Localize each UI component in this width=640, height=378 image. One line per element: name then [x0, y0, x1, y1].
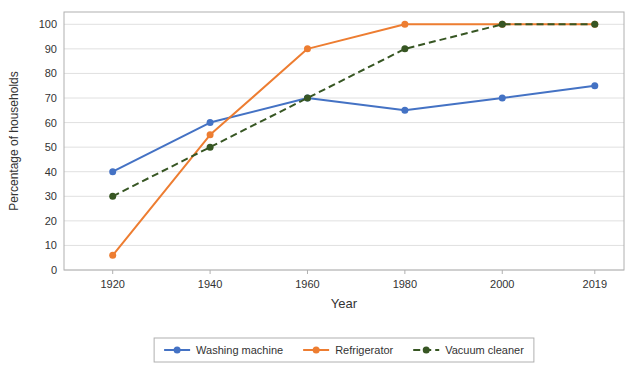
legend-item: Vacuum cleaner [413, 344, 524, 356]
legend-label: Washing machine [196, 344, 283, 356]
legend-marker [313, 347, 320, 354]
y-tick-label: 40 [45, 166, 57, 178]
x-tick [594, 270, 595, 274]
grid-line [64, 122, 624, 123]
legend-marker [423, 347, 430, 354]
series-marker [304, 95, 311, 102]
x-tick [210, 270, 211, 274]
x-tick-label: 2019 [583, 278, 607, 290]
series-marker [499, 95, 506, 102]
series-marker [401, 21, 408, 28]
series-marker [109, 252, 116, 259]
legend-marker [174, 347, 181, 354]
legend-label: Refrigerator [335, 344, 393, 356]
x-tick [502, 270, 503, 274]
series-marker [304, 95, 311, 102]
legend-item: Washing machine [164, 344, 283, 356]
x-axis-label: Year [331, 296, 358, 311]
legend: Washing machine Refrigerator Vacuum cleane… [154, 338, 534, 362]
y-tick-label: 20 [45, 215, 57, 227]
grid-line [64, 196, 624, 197]
series-marker [401, 107, 408, 114]
chart: 0 10 20 30 40 50 60 70 80 90 100 1920 1940 1960 1980 20… [0, 0, 640, 378]
series-marker [499, 21, 506, 28]
y-axis-label: Percentage of households [7, 71, 21, 210]
series-marker [109, 193, 116, 200]
x-tick-label: 1940 [198, 278, 222, 290]
y-axis: 0 10 20 30 40 50 60 70 80 90 100 [39, 18, 624, 276]
grid-line [64, 98, 624, 99]
series-marker [499, 21, 506, 28]
series-line [113, 24, 595, 196]
grid-line [64, 73, 624, 74]
series-marker [401, 45, 408, 52]
x-tick-label: 1980 [393, 278, 417, 290]
series-line [113, 24, 595, 255]
series-marker [207, 131, 214, 138]
y-tick-label: 100 [39, 18, 57, 30]
legend-label: Vacuum cleaner [445, 344, 524, 356]
y-tick-label: 90 [45, 43, 57, 55]
series-marker [591, 21, 598, 28]
y-tick-label: 70 [45, 92, 57, 104]
x-tick-label: 1920 [100, 278, 124, 290]
plot-data [109, 21, 598, 259]
legend-item: Refrigerator [303, 344, 393, 356]
series-marker [591, 21, 598, 28]
x-tick [112, 270, 113, 274]
grid-line [64, 147, 624, 148]
y-tick-label: 10 [45, 239, 57, 251]
y-tick-label: 50 [45, 141, 57, 153]
y-tick-label: 60 [45, 117, 57, 129]
x-axis: 1920 1940 1960 1980 2000 2019 [100, 270, 607, 290]
legend-box [154, 338, 534, 362]
grid-line [64, 220, 624, 221]
y-tick-label: 0 [51, 264, 57, 276]
x-tick-label: 1960 [295, 278, 319, 290]
y-tick-label: 30 [45, 190, 57, 202]
series-marker [304, 45, 311, 52]
x-tick [307, 270, 308, 274]
series-marker [207, 144, 214, 151]
x-tick [404, 270, 405, 274]
plot-frame [64, 12, 624, 270]
grid-line [64, 171, 624, 172]
series-marker [591, 82, 598, 89]
chart-container: 0 10 20 30 40 50 60 70 80 90 100 1920 1940 1960 1980 20… [0, 0, 640, 378]
series-marker [109, 168, 116, 175]
grid-line [64, 245, 624, 246]
x-tick-label: 2000 [490, 278, 514, 290]
grid-line [64, 48, 624, 49]
series-marker [207, 119, 214, 126]
y-tick-label: 80 [45, 67, 57, 79]
